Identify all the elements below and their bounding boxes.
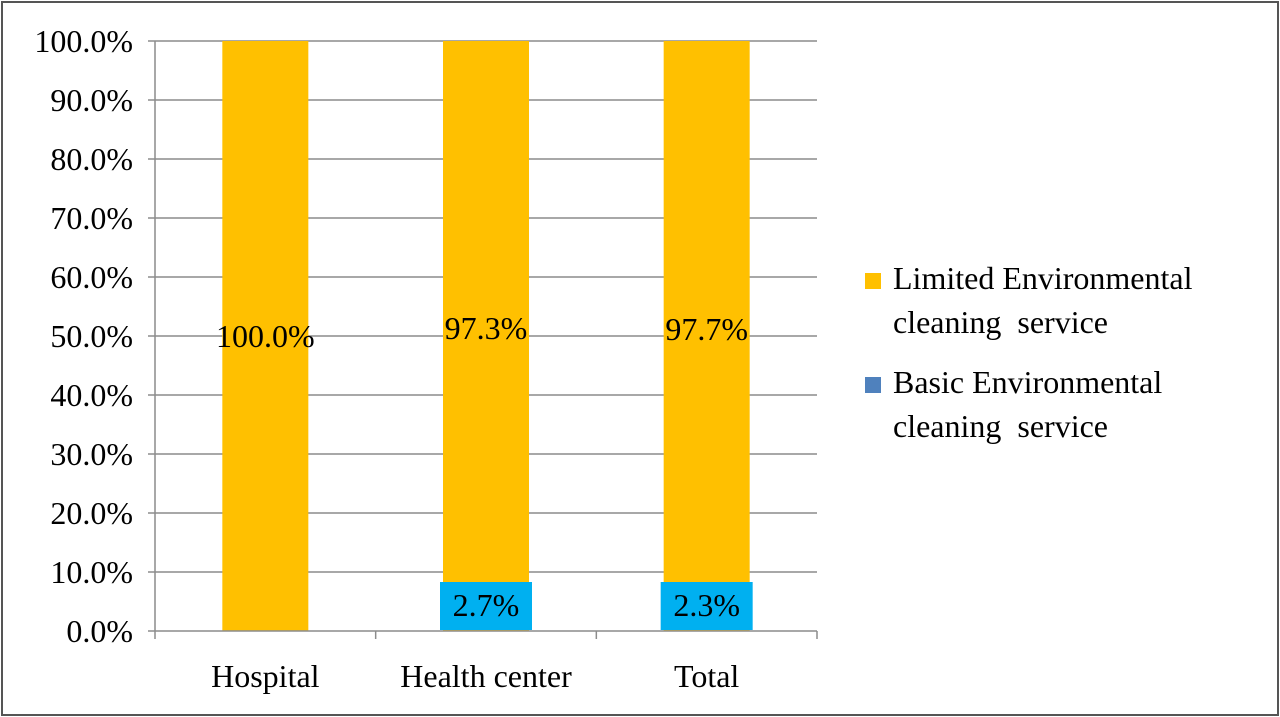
axes: 0.0% 10.0% 20.0% 30.0% 40.0% 50.0% 60.0% 70.0% 8… — [34, 23, 818, 694]
y-tick-label: 60.0% — [50, 259, 133, 295]
chart: 0.0% 10.0% 20.0% 30.0% 40.0% 50.0% 60.0% 70.0% 8… — [34, 23, 1193, 694]
y-tick-label: 40.0% — [50, 377, 133, 413]
bar-limited — [222, 41, 309, 631]
data-labels: 100.0% 97.3% 2.7% 97.7% 2.3% — [216, 310, 753, 630]
legend: Limited Environmental cleaning service Bas… — [865, 260, 1193, 444]
legend-label: cleaning service — [893, 304, 1108, 340]
legend-label: cleaning service — [893, 408, 1108, 444]
y-tick-label: 0.0% — [66, 613, 133, 649]
y-tick-label: 20.0% — [50, 495, 133, 531]
x-category-label: Hospital — [211, 658, 320, 694]
legend-label: Limited Environmental — [893, 260, 1193, 296]
bars — [222, 41, 750, 631]
x-category-label: Total — [674, 658, 739, 694]
y-tick-label: 50.0% — [50, 318, 133, 354]
legend-swatch-limited — [865, 273, 881, 289]
bar-limited — [663, 41, 750, 618]
legend-swatch-basic — [865, 377, 881, 393]
x-category-label: Health center — [400, 658, 572, 694]
y-tick-label: 100.0% — [34, 23, 133, 59]
data-label-limited: 97.3% — [445, 310, 528, 346]
y-tick-label: 80.0% — [50, 141, 133, 177]
legend-label: Basic Environmental — [893, 364, 1162, 400]
bar-limited — [443, 41, 529, 616]
data-label-basic: 2.3% — [673, 587, 740, 623]
y-tick-label: 30.0% — [50, 436, 133, 472]
y-tick-label: 90.0% — [50, 82, 133, 118]
data-label-basic: 2.7% — [453, 587, 520, 623]
data-label-limited: 100.0% — [216, 318, 315, 354]
data-label-box-basic — [660, 582, 753, 630]
y-tick-label: 10.0% — [50, 554, 133, 590]
y-tick-label: 70.0% — [50, 200, 133, 236]
data-label-box-basic — [440, 582, 532, 630]
data-label-limited: 97.7% — [665, 311, 748, 347]
